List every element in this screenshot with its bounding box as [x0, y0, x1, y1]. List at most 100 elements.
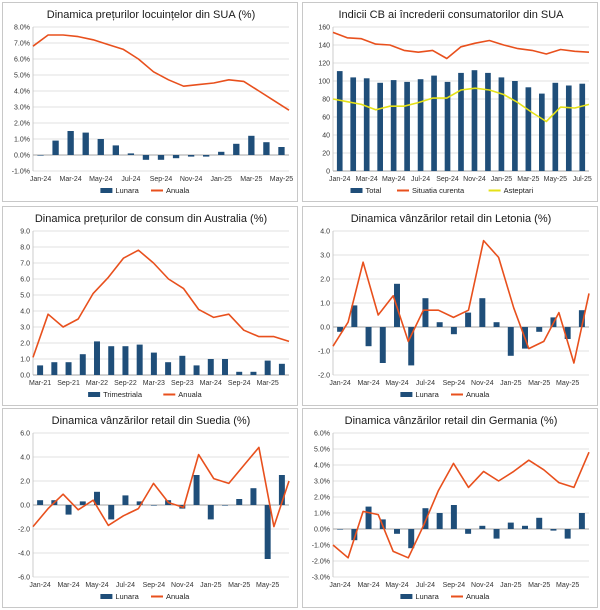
- y-tick-label: 160: [318, 25, 330, 32]
- bar: [250, 488, 257, 505]
- x-tick-label: Mar-24: [357, 380, 379, 387]
- bar: [471, 70, 478, 171]
- y-tick-label: 2.0: [320, 277, 330, 284]
- legend-label: Lunara: [415, 390, 439, 399]
- y-tick-label: 2.0: [20, 341, 30, 348]
- y-tick-label: 40: [322, 133, 330, 140]
- y-tick-label: -6.0: [18, 575, 30, 582]
- bar: [65, 505, 72, 515]
- bar: [37, 365, 44, 375]
- y-tick-label: 0.0: [20, 503, 30, 510]
- bar: [337, 327, 344, 332]
- x-tick-label: Mar-24: [357, 582, 379, 589]
- bar: [507, 327, 514, 356]
- bar: [278, 147, 285, 155]
- bar: [108, 505, 115, 520]
- bar: [417, 79, 424, 171]
- bar: [150, 352, 157, 375]
- y-tick-label: -1.0: [318, 349, 330, 356]
- bar: [351, 305, 358, 327]
- bar: [79, 501, 86, 505]
- y-tick-label: 0.0: [20, 373, 30, 380]
- x-tick-label: Jan-24: [329, 176, 351, 183]
- bar: [187, 155, 195, 157]
- x-tick-label: Jan-25: [500, 582, 522, 589]
- bar: [550, 529, 557, 531]
- legend-swatch-bar: [88, 392, 101, 397]
- chart-panel-australia-cpi: Dinamica prețurilor de consum din Austra…: [2, 206, 298, 406]
- bar: [142, 155, 150, 160]
- legend-label: Lunara: [415, 592, 439, 601]
- x-tick-label: Jul-24: [416, 582, 435, 589]
- y-tick-label: 1.0: [20, 357, 30, 364]
- bar: [578, 513, 585, 529]
- bar: [578, 310, 585, 327]
- y-tick-label: -4.0: [18, 551, 30, 558]
- bar: [536, 517, 543, 529]
- bar: [264, 505, 271, 559]
- bar: [222, 505, 228, 506]
- series-line: [332, 239, 590, 364]
- x-tick-label: Jul-24: [116, 582, 135, 589]
- y-tick-label: 3.0%: [14, 105, 30, 112]
- bar: [112, 145, 119, 155]
- bar: [278, 475, 285, 505]
- x-tick-label: Mar-25: [240, 176, 262, 183]
- legend-swatch-bar: [400, 594, 413, 599]
- x-tick-label: Jan-25: [491, 176, 513, 183]
- bar: [172, 155, 180, 159]
- bar: [408, 327, 415, 366]
- y-tick-label: 140: [318, 43, 330, 50]
- y-tick-label: 100: [318, 79, 330, 86]
- legend-label: Situatia curenta: [412, 186, 465, 195]
- bar: [263, 142, 270, 155]
- legend-label: Trimestriala: [103, 390, 143, 399]
- bar: [507, 522, 514, 529]
- bar: [485, 72, 491, 171]
- y-tick-label: 4.0: [320, 229, 330, 236]
- bar: [536, 327, 543, 332]
- bar: [52, 140, 59, 155]
- legend-label: Lunara: [115, 592, 139, 601]
- y-tick-label: -3.0%: [312, 575, 330, 582]
- y-tick-label: 5.0%: [14, 73, 30, 80]
- y-tick-label: 1.0%: [314, 511, 330, 518]
- bar: [67, 131, 74, 155]
- bar: [222, 359, 228, 375]
- bar: [408, 529, 415, 549]
- chart-title: Dinamica prețurilor locuințelor din SUA …: [47, 9, 255, 21]
- bar: [65, 362, 72, 375]
- legend-label: Asteptari: [504, 186, 534, 195]
- x-tick-label: Sep-24: [150, 176, 173, 183]
- x-tick-label: May-25: [556, 582, 579, 589]
- x-tick-label: Sep-24: [143, 582, 166, 589]
- x-tick-label: Mar-25: [228, 582, 250, 589]
- x-tick-label: May-25: [270, 176, 293, 183]
- x-tick-label: May-25: [556, 380, 579, 387]
- chart-australia-cpi: Dinamica prețurilor de consum din Austra…: [20, 213, 290, 399]
- bar: [248, 135, 255, 155]
- x-tick-label: Jul-24: [416, 380, 435, 387]
- series-line: [32, 34, 290, 111]
- x-tick-label: Nov-24: [180, 176, 203, 183]
- chart-panel-latvia-retail: Dinamica vânzărilor retail din Letonia (…: [302, 206, 598, 406]
- x-tick-label: Nov-24: [471, 380, 494, 387]
- x-tick-label: Mar-24: [57, 582, 79, 589]
- series-line: [32, 249, 290, 358]
- bar: [264, 360, 271, 375]
- chart-germany-retail: Dinamica vânzărilor retail din Germania …: [312, 415, 590, 601]
- chart-us-house-prices: Dinamica prețurilor locuințelor din SUA …: [12, 9, 294, 195]
- x-tick-label: May-24: [385, 380, 408, 387]
- bar: [539, 93, 545, 171]
- legend-label: Anuala: [166, 592, 190, 601]
- x-tick-label: Nov-24: [463, 176, 486, 183]
- legend-label: Anuala: [166, 186, 190, 195]
- x-tick-label: Jan-25: [211, 176, 233, 183]
- series-line: [332, 87, 590, 123]
- bar: [450, 505, 457, 529]
- bar: [365, 506, 372, 529]
- chart-sweden-retail: Dinamica vânzărilor retail din Suedia (%…: [18, 415, 290, 601]
- bar: [564, 327, 571, 339]
- x-tick-label: Mar-21: [29, 380, 51, 387]
- y-tick-label: -2.0: [18, 527, 30, 534]
